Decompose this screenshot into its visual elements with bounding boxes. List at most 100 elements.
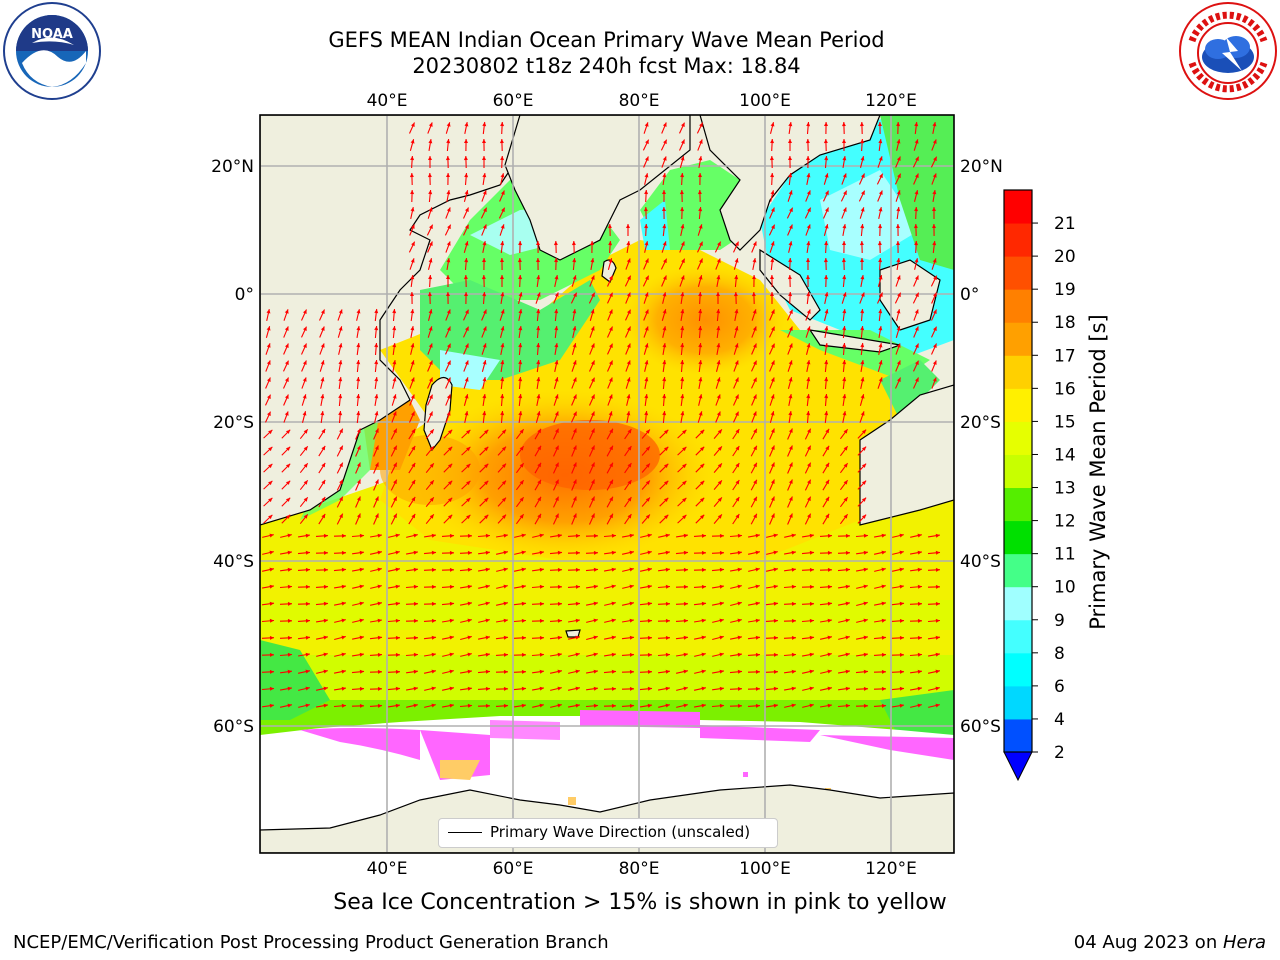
- wave-direction-arrowhead: [845, 584, 850, 589]
- wave-direction-arrowhead: [593, 584, 598, 589]
- wave-direction-arrowhead: [593, 601, 598, 606]
- wave-direction-arrowhead: [845, 703, 850, 708]
- wave-direction-arrowhead: [338, 411, 343, 416]
- wave-direction-arrowhead: [305, 669, 310, 674]
- wave-direction-arrowhead: [629, 567, 634, 572]
- wave-direction-arrowhead: [771, 224, 775, 230]
- wave-direction-arrowhead: [465, 224, 469, 229]
- wave-direction-arrowhead: [593, 635, 598, 640]
- wave-direction-arrowhead: [607, 224, 612, 229]
- wave-direction-arrowhead: [899, 584, 904, 589]
- wave-direction-arrowhead: [482, 343, 487, 348]
- wave-direction-arrowhead: [393, 445, 397, 451]
- wave-direction-arrowhead: [287, 550, 292, 555]
- wave-direction-arrowhead: [431, 533, 436, 538]
- wave-direction-arrowhead: [357, 496, 361, 501]
- wave-direction-arrowhead: [698, 224, 703, 229]
- wave-direction-arrowhead: [662, 190, 666, 194]
- wave-direction-arrowhead: [665, 635, 670, 640]
- wave-direction-arrows: [261, 121, 941, 708]
- wave-direction-arrowhead: [933, 156, 937, 162]
- wave-direction-arrowhead: [734, 343, 739, 348]
- wave-direction-arrowhead: [609, 428, 613, 434]
- wave-direction-arrowhead: [393, 513, 397, 519]
- wave-direction-arrowhead: [359, 618, 364, 623]
- wave-direction-arrowhead: [701, 652, 706, 657]
- wave-direction-arrowhead: [323, 584, 328, 589]
- wave-direction-arrowhead: [572, 343, 577, 348]
- wave-direction-arrowhead: [321, 445, 326, 451]
- wave-direction-arrowhead: [539, 584, 544, 589]
- wave-direction-arrowhead: [700, 463, 705, 468]
- wave-direction-arrowhead: [647, 533, 652, 538]
- wave-direction-arrowhead: [341, 703, 346, 708]
- wave-direction-arrowhead: [680, 309, 685, 314]
- wave-direction-arrowhead: [428, 275, 433, 280]
- wave-direction-arrowhead: [824, 360, 829, 365]
- wave-direction-arrowhead: [755, 635, 760, 640]
- wave-direction-arrowhead: [590, 326, 595, 331]
- wave-direction-arrowhead: [555, 479, 559, 484]
- wave-direction-arrowhead: [554, 275, 559, 280]
- wave-direction-arrowhead: [287, 584, 292, 589]
- wave-direction-arrowhead: [302, 377, 307, 382]
- wave-direction-arrowhead: [557, 635, 562, 640]
- wave-direction-arrowhead: [771, 496, 775, 501]
- wave-direction-arrowhead: [935, 703, 940, 708]
- wave-direction-arrowhead: [645, 429, 650, 434]
- wave-direction-arrowhead: [393, 479, 397, 485]
- wave-direction-arrowhead: [554, 292, 559, 297]
- wave-direction-arrowhead: [411, 462, 416, 468]
- wave-direction-arrowhead: [341, 550, 346, 555]
- wave-direction-arrowhead: [717, 429, 722, 434]
- wave-direction-arrowhead: [697, 190, 702, 195]
- wave-direction-arrowhead: [845, 635, 850, 640]
- wave-direction-arrowhead: [519, 497, 524, 502]
- wave-direction-arrowhead: [339, 428, 343, 434]
- wave-direction-arrowhead: [755, 703, 760, 708]
- wave-direction-arrowhead: [356, 394, 361, 399]
- wave-direction-arrowhead: [375, 513, 379, 518]
- wave-direction-arrowhead: [824, 394, 829, 399]
- wave-direction-arrowhead: [644, 241, 649, 246]
- wave-direction-arrowhead: [465, 343, 469, 348]
- wave-direction-arrowhead: [591, 292, 595, 298]
- wave-direction-arrowhead: [447, 360, 451, 365]
- colorbar-segment: [1004, 190, 1032, 224]
- wave-direction-arrowhead: [557, 669, 562, 674]
- wave-direction-arrowhead: [269, 686, 274, 691]
- wave-direction-arrowhead: [410, 275, 415, 280]
- wave-direction-arrowhead: [791, 652, 796, 657]
- wave-direction-arrowhead: [539, 703, 544, 708]
- wave-direction-arrowhead: [753, 428, 757, 434]
- wave-direction-arrowhead: [878, 139, 883, 144]
- wave-direction-arrowhead: [789, 326, 793, 331]
- wave-direction-arrowhead: [719, 584, 724, 589]
- wave-direction-arrowhead: [287, 601, 292, 606]
- wave-direction-arrowhead: [463, 275, 468, 280]
- wave-direction-arrowhead: [572, 479, 577, 484]
- wave-direction-arrowhead: [446, 122, 451, 127]
- wave-direction-arrowhead: [591, 445, 595, 450]
- wave-direction-arrowhead: [539, 533, 544, 538]
- wave-direction-arrowhead: [806, 122, 811, 127]
- wave-direction-arrowhead: [572, 377, 577, 382]
- wave-direction-arrowhead: [338, 394, 343, 399]
- wave-direction-arrowhead: [663, 139, 667, 145]
- wave-direction-arrowhead: [305, 618, 310, 623]
- wave-direction-arrowhead: [841, 258, 846, 263]
- wave-direction-arrowhead: [701, 635, 706, 640]
- wave-direction-arrowhead: [825, 462, 830, 468]
- wave-direction-arrowhead: [825, 513, 830, 519]
- wave-direction-arrowhead: [467, 686, 472, 691]
- wave-direction-arrowhead: [896, 275, 901, 280]
- wave-direction-arrowhead: [503, 669, 508, 674]
- wave-direction-arrowhead: [737, 618, 742, 623]
- wave-direction-arrowhead: [557, 686, 562, 691]
- wave-direction-arrowhead: [485, 533, 490, 538]
- wave-direction-arrowhead: [465, 326, 469, 331]
- wave-direction-arrowhead: [410, 139, 415, 144]
- wave-direction-arrowhead: [464, 411, 469, 416]
- wave-direction-arrowhead: [359, 686, 364, 691]
